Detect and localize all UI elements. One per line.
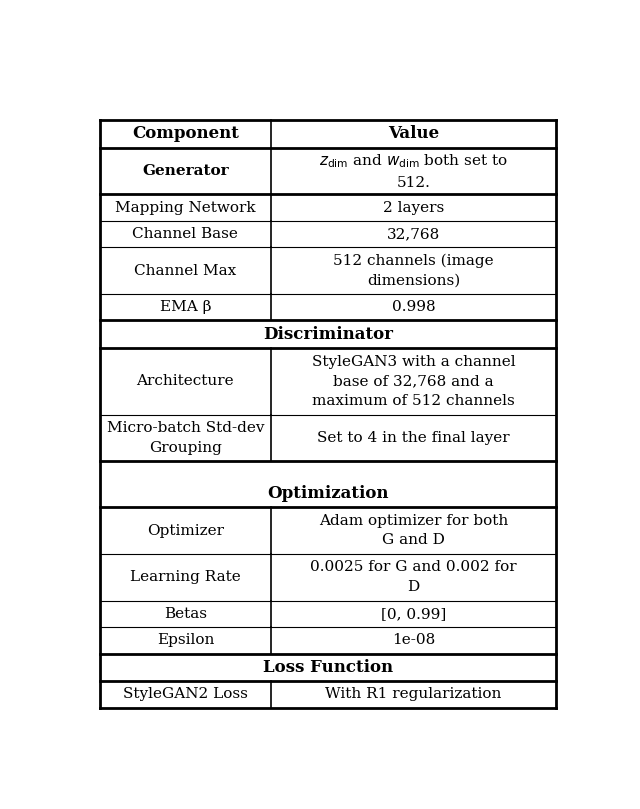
Text: 0.998: 0.998 <box>392 300 435 314</box>
Text: 512 channels (image
dimensions): 512 channels (image dimensions) <box>333 253 494 287</box>
Text: $z_{\rm dim}$ and $w_{\rm dim}$ both set to
512.: $z_{\rm dim}$ and $w_{\rm dim}$ both set… <box>319 152 508 189</box>
Text: EMA β: EMA β <box>159 300 211 314</box>
Text: Channel Max: Channel Max <box>134 264 237 277</box>
Text: StyleGAN2 Loss: StyleGAN2 Loss <box>123 688 248 701</box>
Text: Generator: Generator <box>142 164 228 178</box>
Text: Optimization: Optimization <box>268 485 388 502</box>
Text: 0.0025 for G and 0.002 for
D: 0.0025 for G and 0.002 for D <box>310 561 517 594</box>
Text: Betas: Betas <box>164 607 207 621</box>
Text: Adam optimizer for both
G and D: Adam optimizer for both G and D <box>319 514 508 548</box>
Text: 32,768: 32,768 <box>387 227 440 241</box>
Text: 2 layers: 2 layers <box>383 201 444 214</box>
Text: StyleGAN3 with a channel
base of 32,768 and a
maximum of 512 channels: StyleGAN3 with a channel base of 32,768 … <box>312 355 515 408</box>
Text: With R1 regularization: With R1 regularization <box>325 688 502 701</box>
Text: Discriminator: Discriminator <box>263 325 393 343</box>
Text: Component: Component <box>132 125 239 142</box>
Text: Channel Base: Channel Base <box>132 227 238 241</box>
Text: Set to 4 in the final layer: Set to 4 in the final layer <box>317 431 510 445</box>
Text: Architecture: Architecture <box>136 375 234 388</box>
Text: Value: Value <box>388 125 439 142</box>
Text: 1e-08: 1e-08 <box>392 633 435 647</box>
Text: [0, 0.99]: [0, 0.99] <box>381 607 446 621</box>
Text: Micro-batch Std-dev
Grouping: Micro-batch Std-dev Grouping <box>107 421 264 455</box>
Text: Optimizer: Optimizer <box>147 523 224 538</box>
Text: Epsilon: Epsilon <box>157 633 214 647</box>
Text: Learning Rate: Learning Rate <box>130 570 241 584</box>
Text: Mapping Network: Mapping Network <box>115 201 256 214</box>
Text: Loss Function: Loss Function <box>263 659 393 676</box>
